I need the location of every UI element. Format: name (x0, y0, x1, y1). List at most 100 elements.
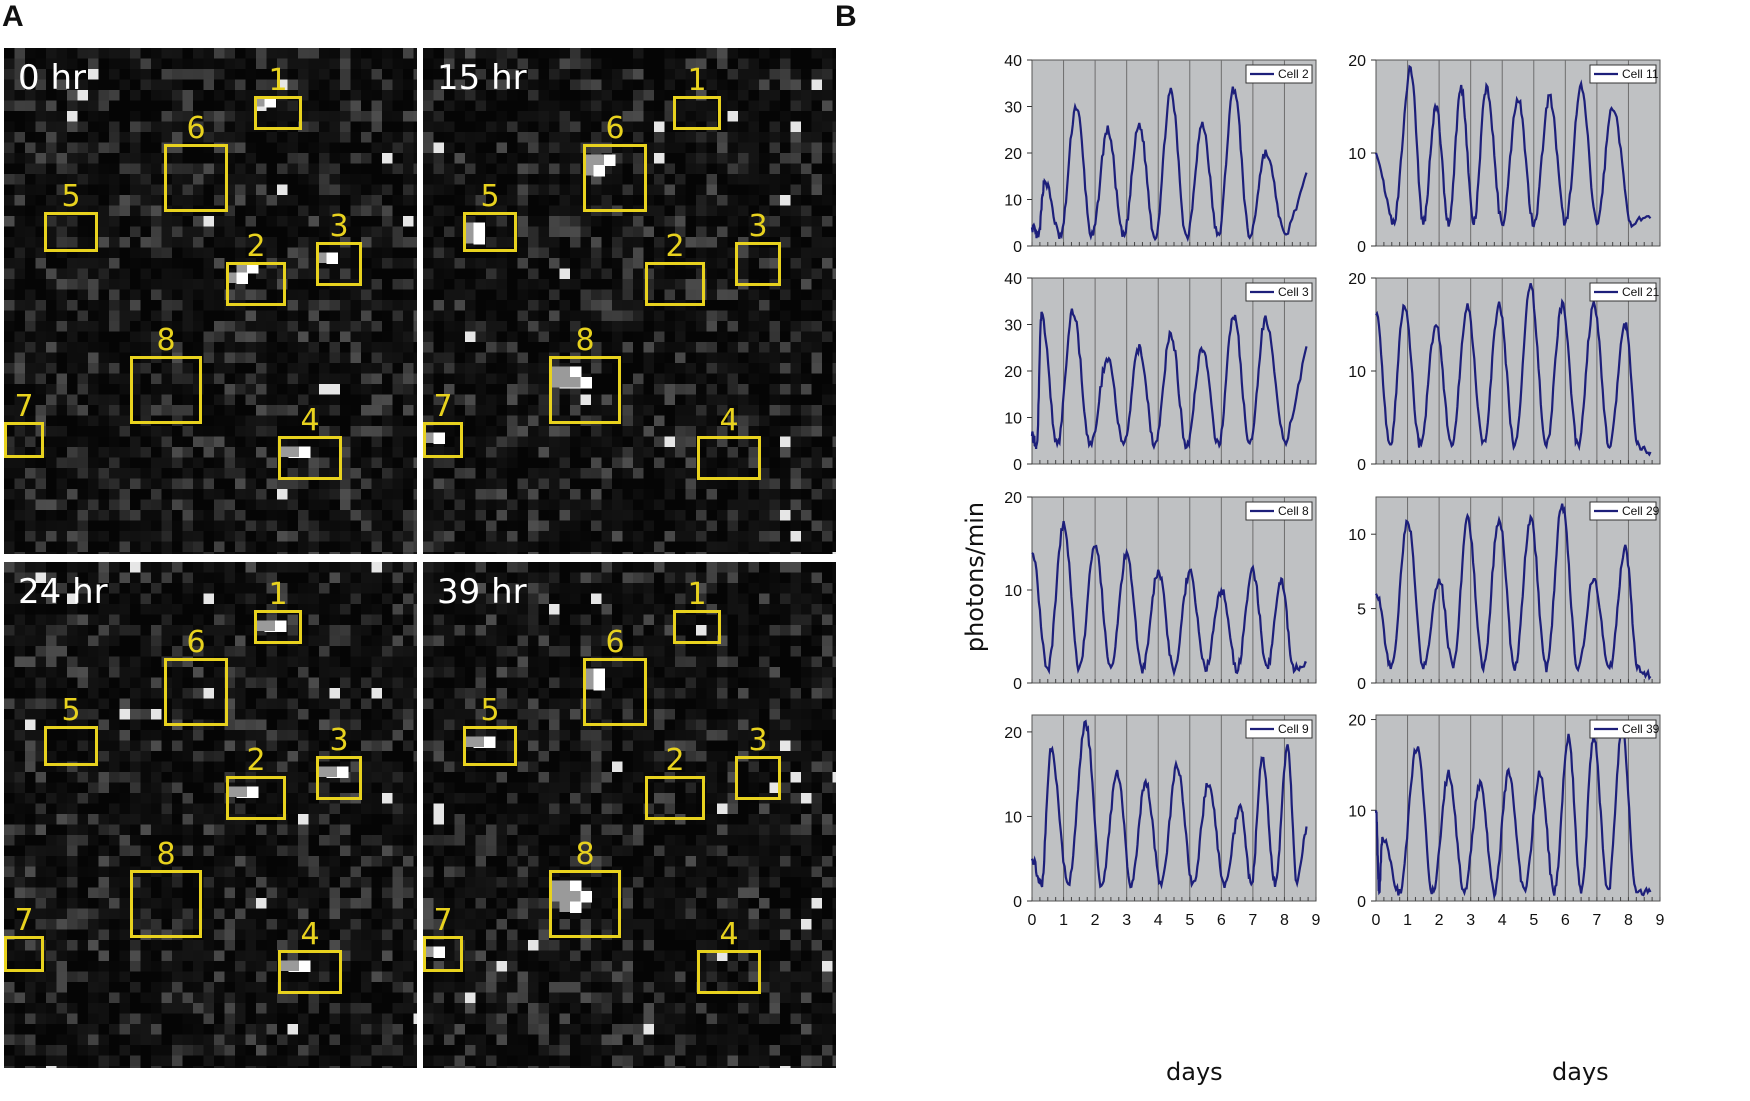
noise-pixel (507, 90, 518, 101)
noise-pixel (56, 635, 67, 646)
noise-pixel (675, 436, 686, 447)
noise-pixel (570, 279, 581, 290)
noise-pixel (350, 342, 361, 353)
noise-pixel (256, 730, 267, 741)
noise-pixel (633, 331, 644, 342)
noise-pixel (140, 646, 151, 657)
noise-pixel (413, 111, 417, 122)
noise-pixel (413, 1034, 417, 1045)
noise-pixel (685, 373, 696, 384)
noise-pixel (308, 1034, 319, 1045)
noise-pixel (696, 384, 707, 395)
noise-pixel (172, 929, 183, 940)
noise-pixel (612, 132, 623, 143)
noise-pixel (633, 468, 644, 479)
noise-pixel (769, 174, 780, 185)
noise-pixel (822, 111, 833, 122)
noise-pixel (549, 184, 560, 195)
noise-pixel (790, 247, 801, 258)
noise-pixel (801, 121, 812, 132)
noise-pixel (98, 961, 109, 972)
noise-pixel (717, 258, 728, 269)
noise-pixel (622, 520, 633, 531)
noise-pixel (538, 436, 549, 447)
noise-pixel (287, 342, 298, 353)
noise-pixel (77, 583, 88, 594)
noise-pixel (77, 352, 88, 363)
noise-pixel (444, 426, 455, 437)
bright-pixel (433, 432, 445, 444)
noise-pixel (706, 100, 717, 111)
noise-pixel (224, 971, 235, 982)
noise-pixel (172, 677, 183, 688)
noise-pixel (119, 531, 130, 542)
noise-pixel (664, 100, 675, 111)
noise-pixel (56, 226, 67, 237)
noise-pixel (182, 1003, 193, 1014)
noise-pixel (140, 153, 151, 164)
noise-pixel (664, 321, 675, 332)
noise-pixel (46, 100, 57, 111)
noise-pixel (172, 908, 183, 919)
noise-pixel (423, 121, 434, 132)
glow-pixel (254, 620, 265, 631)
noise-pixel (423, 562, 434, 573)
noise-pixel (769, 58, 780, 69)
noise-pixel (298, 971, 309, 982)
noise-pixel (433, 593, 444, 604)
noise-pixel (329, 583, 340, 594)
noise-pixel (172, 761, 183, 772)
noise-pixel (696, 426, 707, 437)
noise-pixel (56, 971, 67, 982)
noise-pixel (193, 646, 204, 657)
noise-pixel (738, 510, 749, 521)
noise-pixel (203, 552, 214, 554)
noise-pixel (14, 562, 25, 573)
noise-pixel (570, 142, 581, 153)
noise-pixel (361, 835, 372, 846)
noise-pixel (77, 489, 88, 500)
noise-pixel (654, 237, 665, 248)
noise-pixel (769, 132, 780, 143)
noise-pixel (172, 79, 183, 90)
noise-pixel (182, 982, 193, 993)
noise-pixel (98, 352, 109, 363)
noise-pixel (382, 216, 393, 227)
noise-pixel (182, 656, 193, 667)
noise-pixel (119, 919, 130, 930)
noise-pixel (727, 510, 738, 521)
noise-pixel (308, 426, 319, 437)
noise-pixel (685, 457, 696, 468)
noise-pixel (382, 58, 393, 69)
noise-pixel (235, 90, 246, 101)
noise-pixel (56, 174, 67, 185)
noise-pixel (454, 604, 465, 615)
noise-pixel (654, 593, 665, 604)
noise-pixel (822, 499, 833, 510)
noise-pixel (538, 447, 549, 458)
noise-pixel (340, 373, 351, 384)
noise-pixel (46, 111, 57, 122)
noise-pixel (35, 321, 46, 332)
noise-pixel (654, 331, 665, 342)
noise-pixel (822, 48, 833, 59)
noise-pixel (287, 593, 298, 604)
noise-pixel (685, 90, 696, 101)
noise-pixel (329, 90, 340, 101)
noise-pixel (780, 69, 791, 80)
noise-pixel (392, 300, 403, 311)
noise-pixel (664, 69, 675, 80)
noise-pixel (413, 468, 417, 479)
noise-pixel (308, 48, 319, 59)
noise-pixel (46, 510, 57, 521)
noise-pixel (14, 572, 25, 583)
noise-pixel (465, 58, 476, 69)
noise-pixel (214, 48, 225, 59)
noise-pixel (444, 174, 455, 185)
noise-pixel (319, 436, 330, 447)
noise-pixel (413, 677, 417, 688)
noise-pixel (329, 384, 340, 395)
noise-pixel (329, 216, 340, 227)
noise-pixel (161, 793, 172, 804)
noise-pixel (214, 184, 225, 195)
